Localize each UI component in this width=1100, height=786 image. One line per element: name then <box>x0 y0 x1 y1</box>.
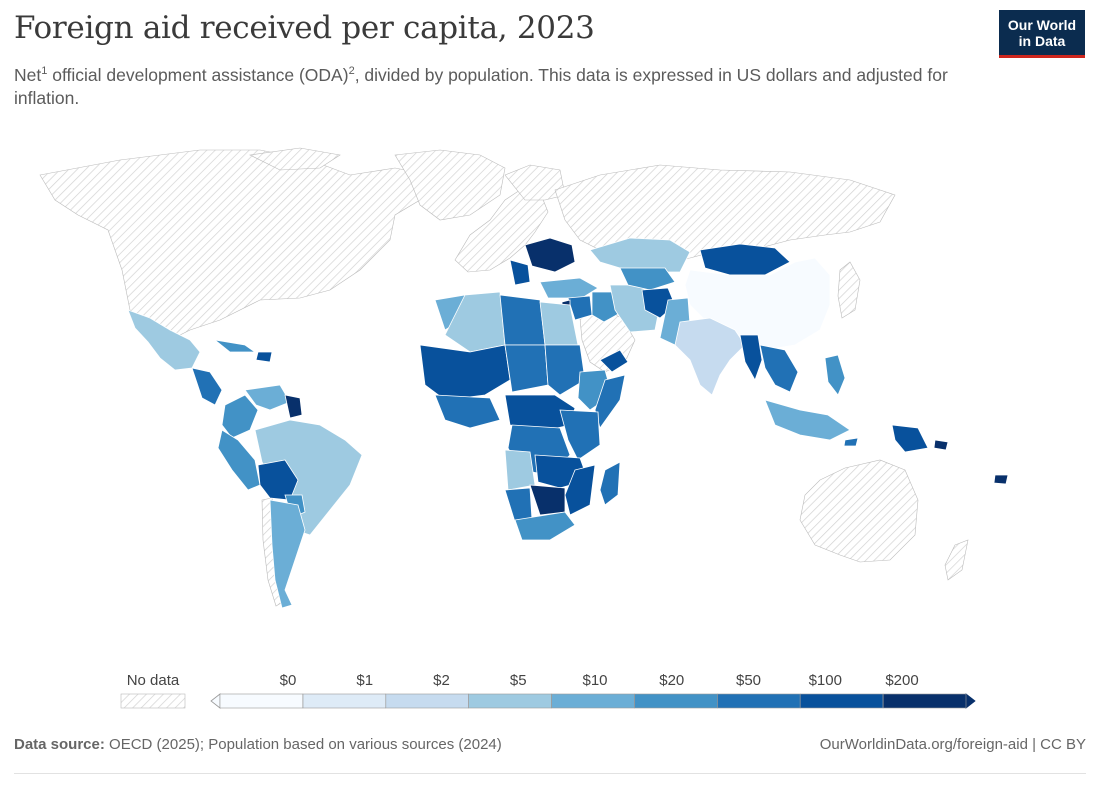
logo-line-2: in Data <box>1018 33 1066 49</box>
source-link[interactable]: OurWorldinData.org/foreign-aid | CC BY <box>819 736 1086 753</box>
legend-bin[interactable] <box>634 693 718 709</box>
legend-bin[interactable] <box>551 693 635 709</box>
legend-tick-labels: $0 $1 $2 $5 $10 $20 $50 $100 $200 <box>280 672 919 689</box>
country-cuba[interactable] <box>213 339 257 353</box>
country-kazakhstan[interactable] <box>589 237 691 273</box>
country-philippines[interactable] <box>824 354 846 396</box>
country-balkans[interactable] <box>509 259 531 286</box>
region-japan-korea[interactable] <box>837 261 861 319</box>
country-southeast-asia[interactable] <box>759 344 799 393</box>
legend-tick-label: $5 <box>510 672 527 689</box>
legend-right-arrow <box>965 693 976 709</box>
legend-bin[interactable] <box>882 693 967 709</box>
legend-tick-label: $20 <box>659 672 684 689</box>
world-map[interactable]: No data $0 $1 $2 $5 $10 $20 $50 $100 $200 <box>0 120 1100 720</box>
legend-left-arrow <box>210 693 221 709</box>
subtitle-text-2: official development assistance (ODA) <box>47 64 349 85</box>
region-arctic-islands[interactable] <box>249 147 341 171</box>
chart-title: Foreign aid received per capita, 2023 <box>14 10 595 46</box>
country-indonesia[interactable] <box>764 399 851 441</box>
country-east-africa[interactable] <box>559 409 601 461</box>
country-solomon-islands[interactable] <box>933 439 949 451</box>
country-papua-new-guinea[interactable] <box>891 424 929 453</box>
country-central-america[interactable] <box>191 367 223 406</box>
legend-color-bins <box>219 693 967 709</box>
country-south-africa[interactable] <box>514 511 576 541</box>
footnote-1-marker[interactable]: 1 <box>41 65 48 77</box>
region-new-zealand[interactable] <box>944 539 969 581</box>
legend-bin[interactable] <box>468 693 552 709</box>
footer-divider <box>14 773 1086 774</box>
country-madagascar[interactable] <box>599 461 621 506</box>
country-libya[interactable] <box>499 294 546 346</box>
legend-no-data-swatch[interactable] <box>120 693 186 709</box>
country-central-asia[interactable] <box>619 267 676 291</box>
legend-bin[interactable] <box>385 693 469 709</box>
country-west-africa-coast[interactable] <box>434 394 501 429</box>
region-europe-west[interactable] <box>454 189 549 273</box>
country-myanmar-bangladesh[interactable] <box>739 334 763 381</box>
country-chad[interactable] <box>504 344 549 393</box>
no-data-regions <box>39 147 969 607</box>
region-australia[interactable] <box>799 459 919 563</box>
legend-bin[interactable] <box>799 693 884 709</box>
legend-tick-label: $0 <box>280 672 297 689</box>
country-vanuatu-fiji[interactable] <box>993 474 1009 485</box>
region-greenland[interactable] <box>394 149 506 221</box>
country-sahel-west[interactable] <box>419 344 511 401</box>
data-source-text: OECD (2025); Population based on various… <box>104 736 502 753</box>
country-ukraine[interactable] <box>524 237 576 273</box>
legend-tick-label: $100 <box>809 672 842 689</box>
legend-no-data-label: No data <box>127 672 180 689</box>
logo-line-1: Our World <box>1007 17 1077 33</box>
country-somalia[interactable] <box>594 374 626 429</box>
country-haiti[interactable] <box>255 351 273 363</box>
legend: No data $0 $1 $2 $5 $10 $20 $50 $100 $200 <box>120 672 976 709</box>
country-venezuela[interactable] <box>244 384 291 411</box>
legend-tick-label: $10 <box>582 672 607 689</box>
country-ecuador-peru[interactable] <box>217 429 261 491</box>
country-mongolia[interactable] <box>699 243 791 276</box>
chart-subtitle: Net1 official development assistance (OD… <box>14 60 974 110</box>
country-turkey[interactable] <box>539 277 599 299</box>
legend-bin[interactable] <box>717 693 801 709</box>
country-guyanas[interactable] <box>284 394 303 419</box>
country-yemen[interactable] <box>599 349 629 373</box>
country-india[interactable] <box>674 317 746 396</box>
country-angola[interactable] <box>504 449 536 491</box>
country-namibia[interactable] <box>504 487 533 523</box>
legend-bin[interactable] <box>219 693 304 709</box>
legend-tick-label: $200 <box>885 672 918 689</box>
legend-tick-label: $50 <box>736 672 761 689</box>
country-timor-leste[interactable] <box>843 437 859 447</box>
country-mozambique[interactable] <box>564 464 596 516</box>
country-argentina[interactable] <box>269 499 306 609</box>
subtitle-text-3: , divided by population. This data is ex… <box>14 64 948 108</box>
legend-tick-label: $2 <box>433 672 450 689</box>
footnote-2-marker[interactable]: 2 <box>348 65 355 77</box>
country-sudan[interactable] <box>544 344 586 396</box>
subtitle-text-1: Net <box>14 64 42 85</box>
country-colombia[interactable] <box>221 394 259 439</box>
owid-logo[interactable]: Our World in Data <box>999 10 1085 58</box>
legend-tick-label: $1 <box>356 672 373 689</box>
data-source-label: Data source: <box>14 736 105 753</box>
countries-with-data <box>127 237 1009 609</box>
region-canada-usa[interactable] <box>39 149 431 341</box>
legend-bin[interactable] <box>302 693 387 709</box>
data-source: Data source: OECD (2025); Population bas… <box>14 736 502 753</box>
country-botswana-zimbabwe[interactable] <box>529 484 566 516</box>
